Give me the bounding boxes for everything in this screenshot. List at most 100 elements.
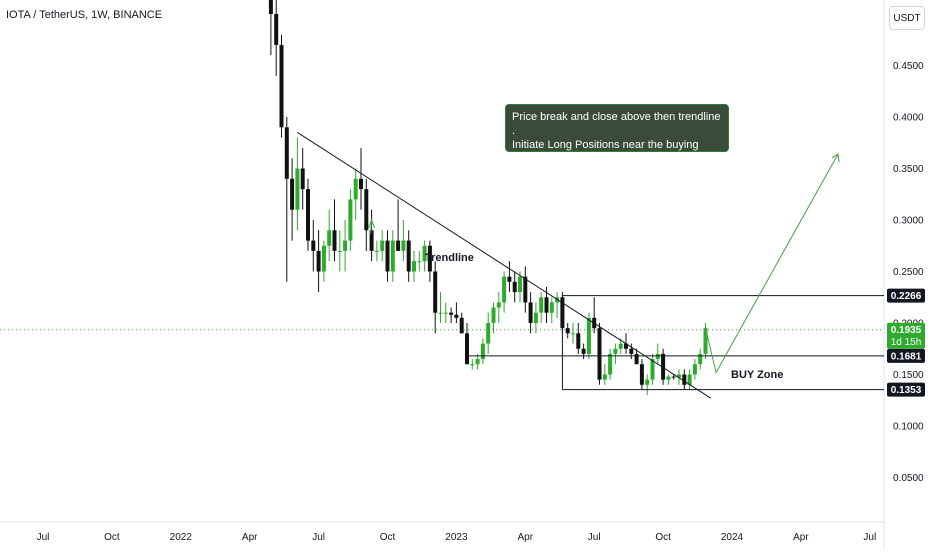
y-tick-label: 0.3000 [893,216,924,227]
x-tick-label: Apr [242,532,258,543]
candle-body [581,348,586,354]
candle-body [661,353,666,380]
candle-body [417,261,422,263]
axis-lines [0,0,885,550]
trendline-arrow-stem [370,219,373,235]
candle-body [279,44,284,128]
candle-body [332,230,337,251]
x-tick-label: Apr [518,532,534,543]
candle-body [274,14,279,45]
candle-body [427,245,432,272]
buy-zone-label: BUY Zone [731,369,783,381]
candle-body [608,353,613,375]
candle-body [380,240,385,251]
candle-body [618,343,623,349]
candle-body [687,374,692,385]
candle-body [422,245,427,262]
price-label-box [887,348,925,363]
candle-body [634,353,639,365]
y-tick-label: 0.4000 [893,113,924,124]
candle-body [692,364,697,375]
candle-body [533,312,538,323]
candle-body [401,240,406,251]
candle-body [385,240,390,272]
y-tick-label: 0.2500 [893,267,924,278]
candle-body [321,245,326,272]
candle-body [359,178,363,190]
candle-body [268,0,273,15]
candle-body [576,333,581,349]
candle-body [597,328,602,380]
candle-body [682,374,687,385]
candle-body [337,250,342,252]
candle-body [512,281,517,293]
candle-body [629,348,634,354]
x-axis[interactable]: Jul Oct 2022 Apr Jul Oct 2023 Apr Jul Oct 2024 Apr J… [37,532,877,543]
candle-body [645,379,650,385]
candle-body [666,376,671,380]
y-axis[interactable]: 0.45000.40000.35000.30000.25000.20000.15… [893,61,924,484]
drawings-group: Trendline BUY Zone [297,132,884,399]
candle-body [396,240,401,251]
candle-body [374,250,379,252]
candle-body [571,333,575,335]
x-tick-label: Apr [793,532,809,543]
candle-body [486,323,491,344]
price-label-value: 0.1935 [891,325,922,336]
candle-body [528,302,533,323]
candle-body [300,168,305,190]
candle-body [544,297,549,313]
candle-body [677,374,681,378]
x-tick-label: Oct [104,532,120,543]
x-tick-label: 2024 [721,532,744,543]
candle-body [507,276,512,282]
candle-body [353,178,358,200]
candle-body [412,261,416,272]
candle-body [624,343,628,349]
trendline [297,132,712,399]
candle-body [613,348,618,354]
candle-body [480,343,485,360]
candle-body [639,364,644,385]
price-label-value: 0.1353 [891,385,922,396]
candle-body [470,364,475,366]
candle-body [449,312,454,315]
candle-body [698,353,703,365]
x-tick-label: Jul [312,532,325,543]
candle-body [549,302,554,313]
candle-body [491,307,496,323]
projection-path [705,153,839,374]
candle-body [475,359,480,365]
price-label-box [887,288,925,303]
x-tick-label: Jul [863,532,876,543]
currency-button[interactable]: USDT [889,6,925,30]
candles-group [268,0,708,396]
candle-body [671,376,676,378]
candle-body [496,302,501,308]
candle-body [703,328,708,354]
y-tick-label: 0.1500 [893,370,924,381]
price-label-box [887,382,925,397]
candle-body [586,317,591,354]
candle-body [459,317,464,334]
candle-body [539,297,544,313]
chart-title: IOTA / TetherUS, 1W, BINANCE [6,9,163,21]
x-tick-label: Jul [588,532,601,543]
candle-body [433,271,438,313]
x-tick-label: 2022 [170,532,193,543]
candle-body [454,314,459,318]
analysis-note: Price break and close above then trendli… [505,104,729,165]
x-tick-label: Jul [37,532,50,543]
candle-body [650,359,655,380]
price-label-value: 0.1681 [891,351,922,362]
candle-body [438,312,443,314]
candle-body [306,189,310,241]
trendline-label: Trendline [425,252,474,264]
candle-body [327,230,332,246]
candle-body [311,240,316,251]
candle-body [523,276,528,303]
candle-body [364,189,369,231]
